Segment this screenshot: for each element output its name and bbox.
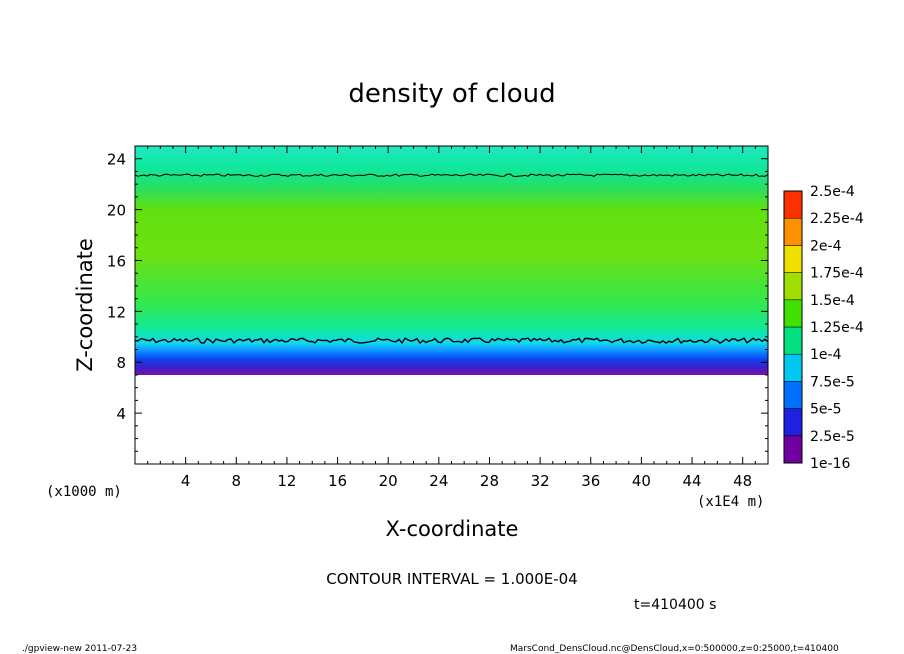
contour-lines [134,173,769,345]
colorbar-segment [783,381,803,409]
colorbar-label: 7.5e-5 [810,374,855,390]
colorbar-label: 1.5e-4 [810,293,855,309]
colorbar-label: 5e-5 [810,402,841,418]
colorbar-label: 2.25e-4 [810,211,864,227]
colorbar-segment [783,408,803,437]
colorbar-label: 2.5e-4 [810,184,855,200]
x-tick-label: 24 [429,472,448,490]
plot-area [134,145,769,465]
colorbar-segment [783,435,803,464]
colorbar-labels: 1e-16 2.5e-5 5e-5 7.5e-5 1e-4 1.25e-4 1.5e-4 1.… [810,184,864,472]
y-tick-label: 4 [116,405,126,423]
y-axis-label: Z-coordinate [73,238,97,372]
colorbar-label: 2.5e-5 [810,429,855,445]
x-tick-label: 36 [581,472,600,490]
colorbar-label: 2e-4 [810,238,842,254]
z-unit-label: (x1000 m) [46,484,122,500]
colorbar-segment [783,353,803,382]
colorbar-label: 1.75e-4 [810,266,864,282]
y-tick-label: 16 [107,252,126,270]
density-field [135,146,768,464]
x-tick-label: 4 [181,472,191,490]
colorbar-frame [783,190,803,464]
colorbar-label: 1.25e-4 [810,320,864,336]
x-tick-label: 12 [277,472,296,490]
colorbar-segment [783,217,803,246]
x-axis-label: X-coordinate [386,517,519,541]
contour-line [134,337,769,345]
colorbar [783,190,803,464]
x-tick-label: 16 [328,472,347,490]
colorbar-segment [783,190,803,219]
x-tick-label: 28 [480,472,499,490]
colorbar-segment [783,245,803,273]
y-tick-label: 20 [107,202,126,220]
time-annotation: t=410400 s [634,597,716,613]
y-tick-label: 8 [116,354,126,372]
footer-left: ./gpview-new 2011-07-23 [22,644,137,654]
colorbar-label: 1e-16 [810,456,850,472]
contour-line [134,173,769,178]
contour-interval-text: CONTOUR INTERVAL = 1.000E-04 [326,570,577,588]
x-tick-label: 32 [531,472,550,490]
x-unit-label: (x1E4 m) [697,494,764,510]
y-axis-ticks: 4 8 12 16 20 24 [107,151,768,452]
x-tick-label: 8 [232,472,242,490]
colorbar-segment [783,272,803,301]
x-tick-label: 20 [379,472,398,490]
x-tick-label: 44 [682,472,701,490]
y-tick-label: 24 [107,151,126,169]
footer-right: MarsCond_DensCloud.nc@DensCloud,x=0:5000… [510,644,839,654]
colorbar-segment [783,326,803,355]
x-tick-label: 48 [733,472,752,490]
x-tick-label: 40 [632,472,651,490]
x-axis-ticks: 4 8 12 16 20 24 28 32 36 40 44 48 [147,146,756,490]
colorbar-segment [783,299,803,328]
colorbar-label: 1e-4 [810,347,842,363]
chart-title: density of cloud [348,79,555,109]
y-tick-label: 12 [107,303,126,321]
